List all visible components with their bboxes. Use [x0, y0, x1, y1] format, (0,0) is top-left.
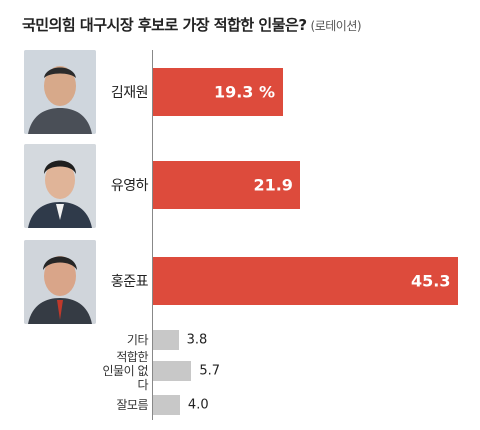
- candidate-photo: [24, 240, 96, 324]
- chart-title-text: 국민의힘 대구시장 후보로 가장 적합한 인물은?: [22, 16, 307, 34]
- category-label: 기타: [126, 333, 149, 347]
- category-label: 김재원: [110, 85, 149, 101]
- chart-title: 국민의힘 대구시장 후보로 가장 적합한 인물은? (로테이션): [22, 14, 362, 35]
- bar: [153, 330, 179, 350]
- category-label: 적합한 인물이 없다: [102, 350, 149, 392]
- data-label: 21.9: [253, 175, 293, 195]
- data-label: 4.0: [187, 397, 209, 413]
- category-label: 홍준표: [110, 274, 149, 290]
- bar: [153, 161, 301, 209]
- bar: [153, 257, 458, 305]
- category-label: 유영하: [110, 178, 149, 194]
- bar: [153, 395, 180, 415]
- category-label: 잘모름: [116, 398, 148, 412]
- bar: [153, 361, 192, 381]
- data-label: 45.3: [411, 271, 451, 291]
- bar: [153, 68, 283, 116]
- category-axis-line: [152, 50, 153, 420]
- data-label: 3.8: [186, 332, 208, 348]
- data-label: 5.7: [199, 363, 221, 379]
- data-label: 19.3 %: [213, 82, 276, 102]
- candidate-photo: [24, 50, 96, 134]
- candidate-photo: [24, 144, 96, 228]
- chart-subtitle: (로테이션): [310, 19, 362, 33]
